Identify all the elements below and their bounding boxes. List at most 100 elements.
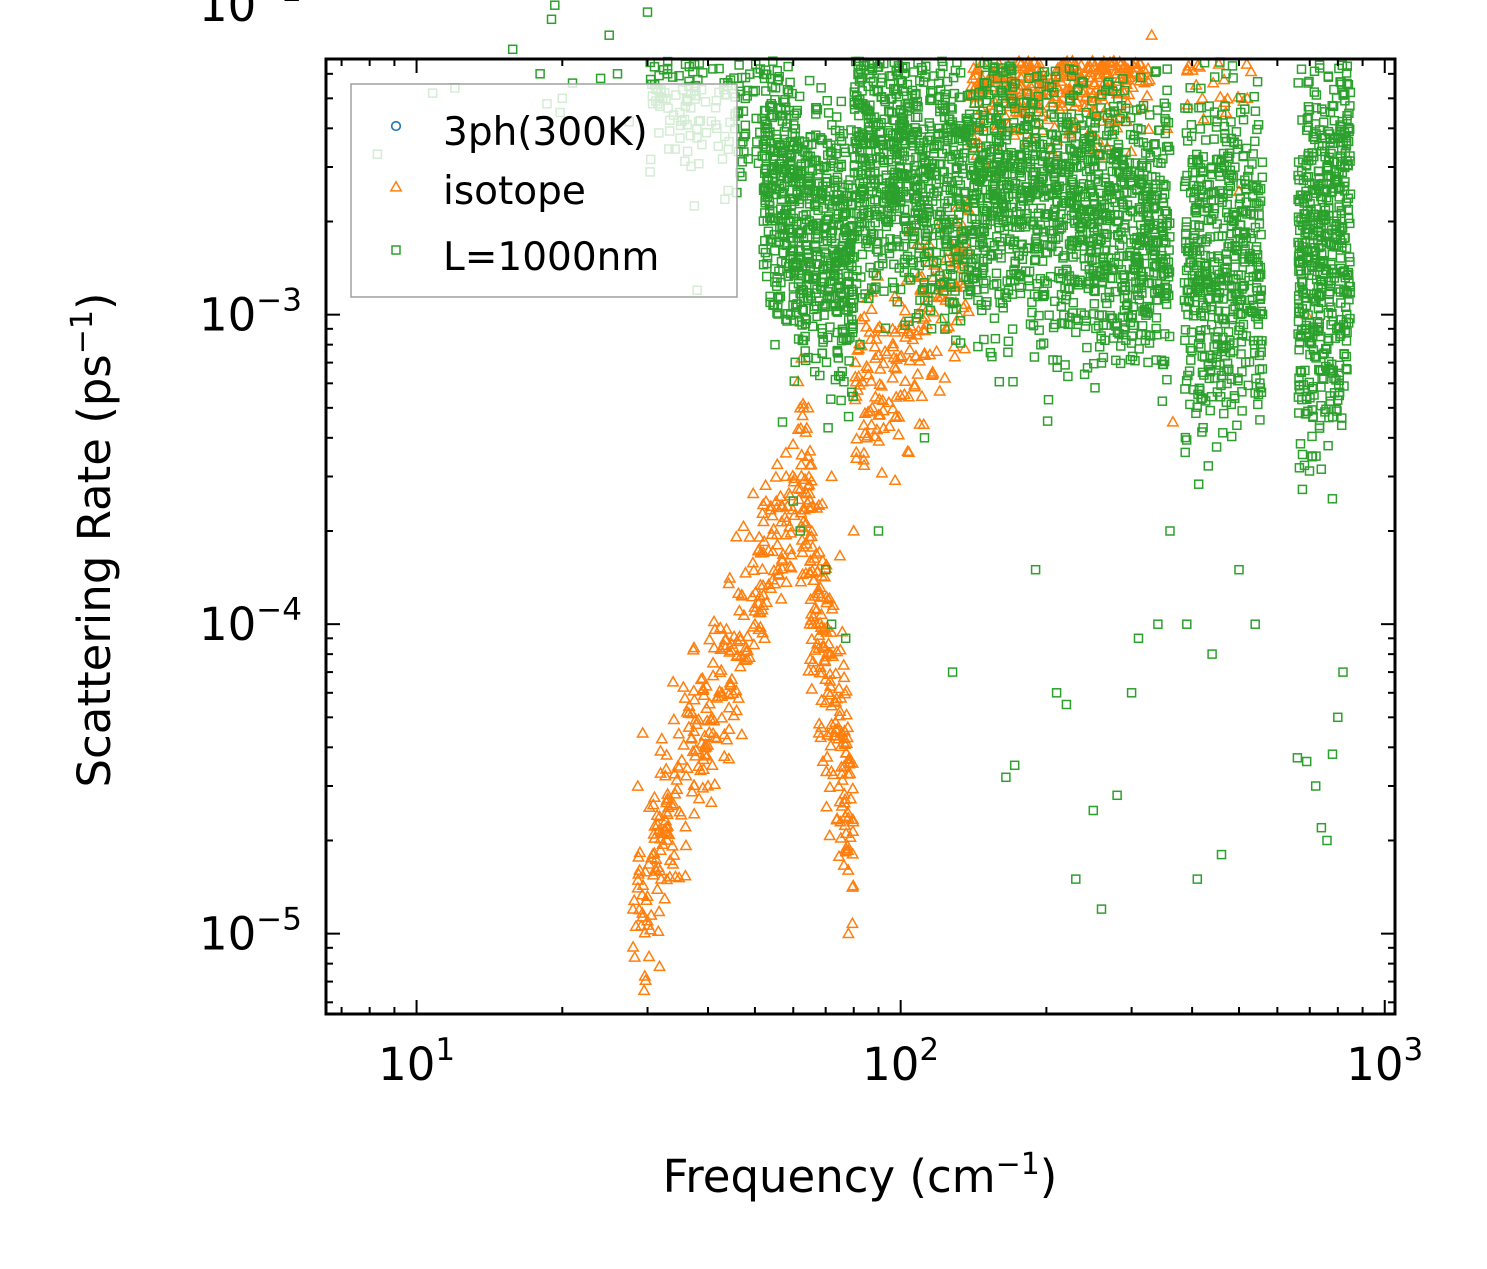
data-point: [667, 841, 677, 850]
data-point: [1163, 86, 1171, 94]
data-point: [605, 31, 613, 39]
data-point: [893, 430, 903, 439]
data-point: [654, 906, 664, 915]
data-point: [1062, 701, 1070, 709]
data-point: [910, 68, 918, 76]
data-point: [744, 532, 754, 541]
data-point: [1098, 905, 1106, 913]
data-point: [1128, 689, 1136, 697]
data-point: [1337, 254, 1345, 262]
data-point: [1181, 336, 1189, 344]
data-point: [1258, 173, 1266, 181]
data-point: [1181, 448, 1189, 456]
data-point: [644, 8, 652, 16]
data-point: [1032, 566, 1040, 574]
data-point: [1060, 311, 1068, 319]
data-point: [843, 928, 853, 937]
data-point: [825, 782, 835, 791]
data-point: [1334, 713, 1342, 721]
data-point: [1110, 246, 1118, 254]
data-point: [847, 918, 857, 927]
data-point: [759, 633, 769, 642]
data-point: [993, 269, 1001, 277]
data-point: [761, 249, 769, 257]
data-point: [1195, 480, 1203, 488]
data-point: [657, 734, 667, 743]
data-point: [708, 658, 718, 667]
data-point: [1153, 314, 1161, 322]
data-point: [1299, 451, 1307, 459]
data-point: [1206, 407, 1214, 415]
data-point: [1225, 328, 1233, 336]
data-point: [949, 668, 957, 676]
data-point: [826, 471, 836, 480]
data-point: [821, 802, 831, 811]
data-point: [1222, 398, 1230, 406]
data-point: [1166, 527, 1174, 535]
data-point: [669, 714, 679, 723]
data-point: [1320, 118, 1328, 126]
data-point: [837, 97, 845, 105]
data-point: [1135, 634, 1143, 642]
data-point: [1251, 620, 1259, 628]
data-point: [1328, 495, 1336, 503]
data-point: [1045, 311, 1053, 319]
data-point: [649, 792, 659, 801]
data-point: [1009, 378, 1017, 386]
data-point: [839, 860, 849, 869]
data-point: [1122, 98, 1132, 107]
data-point: [1004, 348, 1012, 356]
data-point: [633, 781, 643, 790]
data-point: [866, 304, 876, 313]
data-point: [880, 287, 888, 295]
data-point: [639, 985, 649, 994]
data-point: [1228, 433, 1236, 441]
data-point: [1072, 875, 1080, 883]
data-point: [1204, 462, 1212, 470]
data-point: [1009, 325, 1017, 333]
data-point: [940, 373, 950, 382]
data-point: [1112, 356, 1120, 364]
data-point: [1113, 791, 1121, 799]
data-point: [1109, 274, 1117, 282]
data-point: [1254, 320, 1262, 328]
data-point: [771, 341, 779, 349]
data-point: [1220, 410, 1228, 418]
data-point: [1181, 385, 1189, 393]
data-point: [1202, 136, 1210, 144]
data-point: [1030, 353, 1038, 361]
data-point: [776, 594, 786, 603]
data-point: [717, 713, 727, 722]
data-point: [1166, 333, 1174, 341]
data-point: [875, 364, 885, 373]
data-point: [709, 616, 719, 625]
data-point: [1208, 650, 1216, 658]
data-point: [548, 15, 556, 23]
data-point: [1306, 467, 1314, 475]
data-point: [738, 158, 746, 166]
data-point: [678, 682, 688, 691]
data-point: [900, 376, 910, 385]
data-point: [1316, 422, 1324, 430]
data-point: [1193, 875, 1201, 883]
data-point: [1198, 114, 1208, 123]
data-point: [687, 787, 697, 796]
data-point: [1144, 358, 1152, 366]
data-point: [760, 480, 770, 489]
data-point: [1187, 121, 1195, 129]
data-point: [1254, 78, 1262, 86]
data-point: [772, 459, 782, 468]
data-point: [887, 373, 897, 382]
data-point: [1168, 417, 1178, 426]
data-point: [1053, 689, 1061, 697]
data-point: [1139, 322, 1147, 330]
data-point: [1238, 407, 1246, 415]
data-point: [1117, 342, 1125, 350]
data-point: [888, 404, 898, 413]
data-point: [644, 951, 654, 960]
data-point: [1295, 464, 1303, 472]
data-point: [1117, 359, 1125, 367]
data-point: [949, 342, 959, 351]
data-point: [1142, 91, 1152, 100]
data-point: [614, 70, 622, 78]
